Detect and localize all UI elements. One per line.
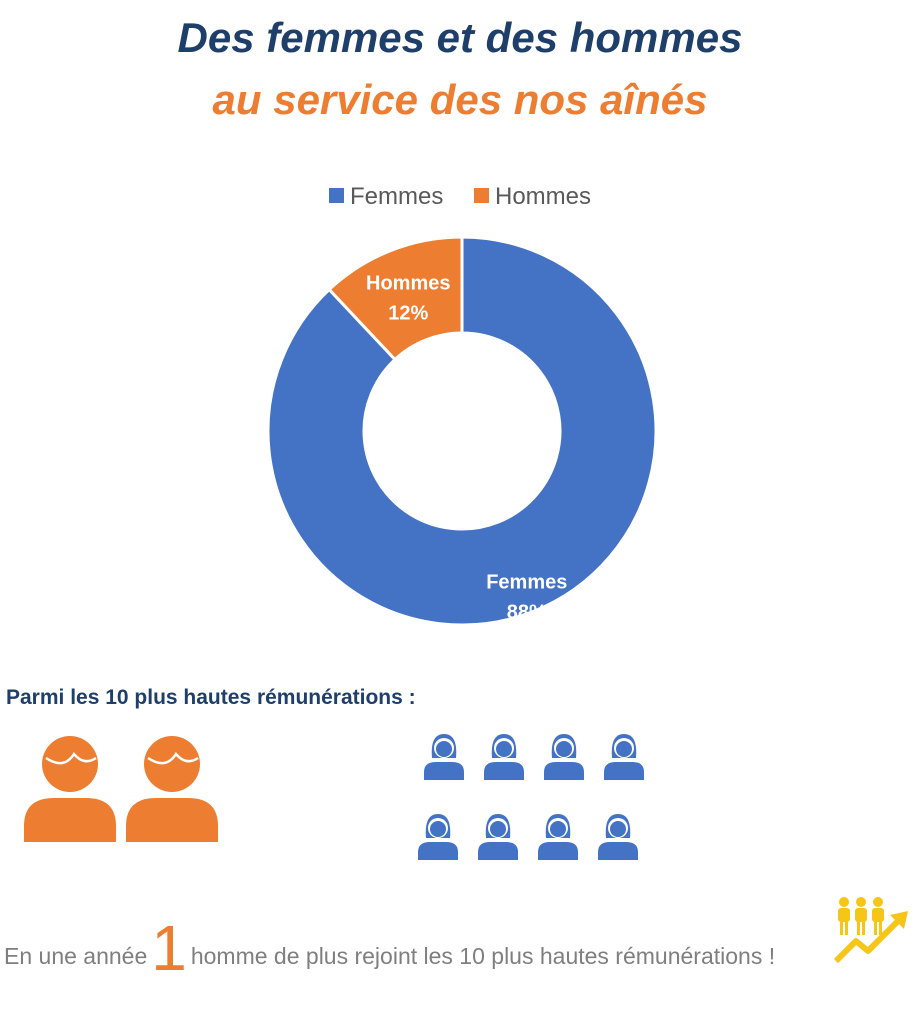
section-title: Parmi les 10 plus hautes rémunérations :	[6, 686, 416, 709]
donut-label-hommes-value: 12%	[388, 302, 428, 324]
woman-icon	[544, 734, 584, 780]
chart-legend: Femmes Hommes	[0, 183, 920, 211]
donut-label-femmes-value: 88%	[507, 602, 547, 624]
legend-label-hommes: Hommes	[495, 183, 592, 210]
legend-item-hommes: Hommes	[474, 183, 591, 211]
legend-label-femmes: Femmes	[349, 183, 444, 210]
legend-swatch-femmes	[328, 188, 344, 203]
donut-chart: Hommes 12% Femmes 88%	[266, 235, 658, 627]
woman-icon	[484, 734, 524, 780]
footer-number: 1	[151, 912, 187, 984]
footer-prefix: En une année	[4, 943, 148, 969]
woman-icon	[598, 814, 638, 860]
title-line-2: au service des nos aînés	[212, 76, 708, 123]
woman-icon	[478, 814, 518, 860]
title-line-1: Des femmes et des hommes	[177, 14, 743, 61]
donut-label-hommes-name: Hommes	[366, 272, 450, 294]
footer-suffix: homme de plus rejoint les 10 plus hautes…	[190, 943, 776, 969]
top10-men-icons	[24, 736, 218, 842]
legend-swatch-hommes	[474, 188, 489, 203]
woman-icon	[418, 814, 458, 860]
legend-item-femmes: Femmes	[328, 183, 444, 211]
woman-icon	[424, 734, 464, 780]
growth-arrow-icon	[833, 897, 908, 964]
top10-women-icons	[418, 734, 644, 860]
footer-statement: En une année1 homme de plus rejoint les 1…	[4, 916, 776, 980]
donut-label-femmes-name: Femmes	[486, 572, 567, 594]
woman-icon	[538, 814, 578, 860]
man-icon	[24, 736, 116, 842]
donut-slice-femmes	[266, 235, 658, 627]
man-icon	[126, 736, 218, 842]
woman-icon	[604, 734, 644, 780]
